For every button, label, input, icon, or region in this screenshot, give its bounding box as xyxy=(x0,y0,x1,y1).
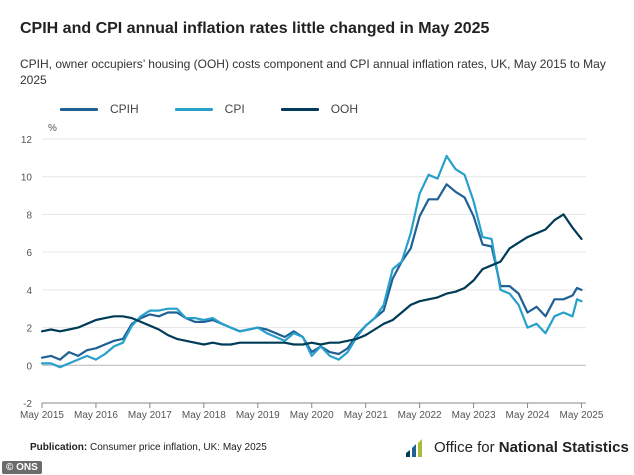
y-tick-label: 4 xyxy=(26,286,32,297)
series-line-cpih xyxy=(40,183,583,361)
y-axis-label: % xyxy=(48,123,57,134)
publication-footer: Publication: Consumer price inflation, U… xyxy=(30,442,267,453)
y-tick-label: 2 xyxy=(26,324,32,335)
legend-label-cpih: CPIH xyxy=(110,102,139,116)
x-tick-label: May 2025 xyxy=(560,410,604,421)
y-tick-label: 8 xyxy=(26,210,32,221)
legend-item-cpih: CPIH xyxy=(60,102,139,116)
x-tick-label: May 2021 xyxy=(344,410,388,421)
x-tick-label: May 2015 xyxy=(20,410,64,421)
y-tick-label: 6 xyxy=(26,248,32,259)
series-line-ooh xyxy=(40,213,583,346)
y-tick-label: -2 xyxy=(23,399,32,410)
ons-logo: Office for National Statistics xyxy=(404,436,629,458)
x-tick-label: May 2017 xyxy=(128,410,172,421)
publication-text: Consumer price inflation, UK: May 2025 xyxy=(90,442,267,453)
chart-legend: CPIH CPI OOH xyxy=(60,102,358,116)
publication-label: Publication: xyxy=(30,442,88,453)
line-chart: -2 0 2 4 6 8 10 12% May 2015 May 2016 May 2017 May … xyxy=(20,123,604,421)
legend-swatch-ooh xyxy=(280,107,319,111)
ons-watermark: © ONS xyxy=(2,461,42,474)
x-tick-label: May 2022 xyxy=(398,410,442,421)
legend-label-ooh: OOH xyxy=(330,102,359,116)
chart-subtitle: CPIH, owner occupiers’ housing (OOH) cos… xyxy=(20,57,606,87)
series-line-cpi xyxy=(40,154,583,369)
x-tick-label: May 2020 xyxy=(290,410,334,421)
legend-label-cpi: CPI xyxy=(224,102,245,116)
y-tick-label: 0 xyxy=(26,361,32,372)
x-tick-label: May 2016 xyxy=(74,410,118,421)
y-tick-label: 10 xyxy=(21,173,33,184)
ons-name-prefix: Office for xyxy=(434,438,499,456)
y-tick-label: 12 xyxy=(21,135,33,146)
x-tick-label: May 2019 xyxy=(236,410,280,421)
ons-name-bold: National Statistics xyxy=(498,438,629,456)
legend-item-cpi: CPI xyxy=(174,102,245,116)
legend-swatch-cpih xyxy=(60,107,98,111)
legend-item-ooh: OOH xyxy=(280,102,359,116)
x-tick-label: May 2018 xyxy=(182,410,226,421)
chart-title: CPIH and CPI annual inflation rates litt… xyxy=(20,20,490,37)
ons-bars-icon xyxy=(406,439,422,457)
x-tick-label: May 2024 xyxy=(506,410,550,421)
legend-swatch-cpi xyxy=(174,107,213,111)
x-tick-label: May 2023 xyxy=(452,410,496,421)
